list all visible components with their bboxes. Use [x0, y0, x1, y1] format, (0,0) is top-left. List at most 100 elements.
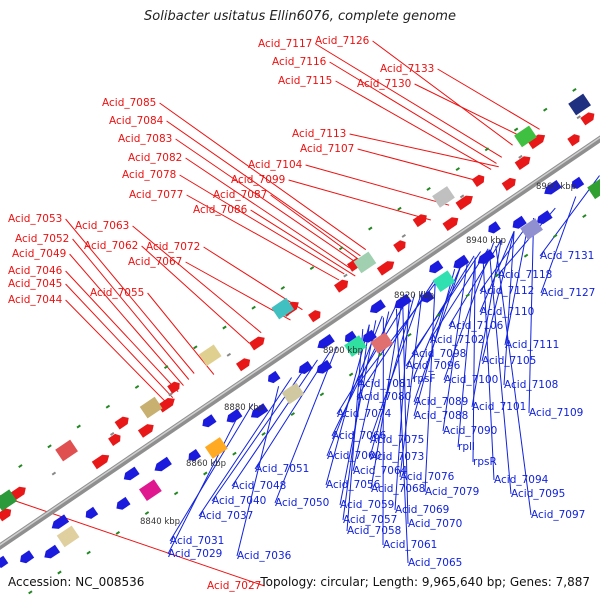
gene-label: Acid_7090	[443, 425, 497, 437]
track-tick	[309, 266, 315, 271]
track-tick	[368, 226, 373, 231]
label-connector	[457, 257, 476, 448]
gene-label: Acid_7085	[102, 97, 156, 109]
gene-label: Acid_7073	[370, 451, 424, 463]
gene-label: Acid_7057	[343, 514, 397, 526]
forward-gene-arrow	[137, 424, 154, 438]
label-connector	[488, 250, 512, 495]
feature-block	[353, 251, 377, 274]
label-connector	[503, 231, 515, 386]
reverse-gene-arrow	[298, 361, 313, 374]
track-tick	[28, 590, 33, 595]
gene-label: Acid_7062	[84, 240, 138, 252]
label-connector	[147, 292, 215, 375]
forward-gene-arrow	[501, 177, 516, 191]
gene-label: Acid_7058	[347, 525, 401, 537]
track-tick	[193, 345, 198, 350]
reverse-gene-arrow	[394, 293, 412, 309]
forward-gene-arrow	[412, 214, 427, 228]
forward-gene-arrow	[567, 134, 580, 147]
label-connector	[495, 245, 532, 516]
label-connector	[65, 218, 195, 374]
track-tick	[465, 293, 470, 298]
track-tick	[518, 154, 523, 159]
map-title: Solibacter usitatus Ellin6076, complete …	[144, 9, 456, 24]
label-connector	[179, 174, 345, 275]
gene-label: Acid_7060	[327, 450, 381, 462]
label-connector	[402, 304, 409, 525]
feature-block	[204, 437, 228, 459]
reverse-gene-arrow	[429, 260, 444, 274]
forward-gene-arrow	[471, 174, 485, 187]
forward-gene-arrow	[393, 240, 406, 253]
forward-gene-arrow	[0, 508, 12, 522]
gene-label: Acid_7127	[541, 287, 595, 299]
reverse-gene-arrow	[571, 176, 585, 189]
gene-label: Acid_7069	[395, 504, 449, 516]
feature-block	[432, 270, 456, 293]
reverse-gene-arrow	[316, 359, 333, 374]
track-tick	[261, 431, 266, 436]
forward-gene-arrow	[249, 336, 265, 351]
label-connector	[349, 133, 499, 168]
track-tick	[523, 253, 529, 258]
reverse-gene-arrow	[536, 210, 553, 224]
gene-label: Acid_7055	[90, 287, 144, 299]
label-connector	[369, 293, 416, 458]
reverse-gene-arrow	[116, 496, 131, 510]
track-tick	[397, 206, 402, 211]
gene-label: Acid_7115	[278, 75, 332, 87]
label-connector	[305, 164, 450, 206]
track-tick	[115, 530, 121, 535]
gene-label: Acid_7040	[212, 495, 266, 507]
gene-label: Acid_7050	[275, 497, 329, 509]
reverse-gene-arrow	[268, 370, 281, 384]
gene-label: Acid_7088	[414, 410, 468, 422]
label-connector	[274, 346, 338, 504]
gene-label: Acid_7056	[326, 479, 381, 491]
gene-label: Acid_7130	[357, 78, 411, 90]
label-connector	[325, 324, 370, 486]
gene-label: Acid_7065	[408, 557, 462, 569]
track-tick	[401, 234, 407, 238]
track-tick	[484, 147, 490, 152]
label-connector	[65, 283, 174, 399]
track-tick	[436, 313, 441, 318]
gene-label: Acid_7096	[406, 360, 461, 372]
reverse-gene-arrow	[453, 254, 470, 269]
label-connector	[342, 324, 370, 521]
label-connector	[370, 302, 403, 490]
forward-gene-arrow	[308, 310, 321, 323]
forward-gene-arrow	[442, 217, 459, 231]
gene-label: Acid_7077	[129, 189, 183, 201]
gene-label: Acid_7079	[425, 486, 479, 498]
reverse-gene-arrow	[51, 514, 70, 529]
scale-tick-label: 8840 kbp	[140, 517, 180, 527]
track-tick	[582, 214, 587, 219]
label-connector	[185, 261, 291, 321]
label-connector	[65, 270, 179, 392]
feature-block	[432, 186, 455, 208]
gene-label: rpsF	[413, 373, 436, 385]
track-tick	[552, 233, 558, 238]
label-connector	[372, 40, 513, 146]
gene-label: Acid_7076	[400, 471, 455, 483]
forward-gene-arrow	[236, 358, 251, 372]
gene-label: Acid_7108	[504, 379, 558, 391]
track-tick	[572, 87, 577, 92]
gene-label: Acid_7084	[109, 115, 164, 127]
label-connector	[0, 495, 265, 587]
forward-gene-arrow	[91, 454, 110, 470]
gene-label: Acid_7083	[118, 133, 172, 145]
feature-block	[55, 439, 78, 462]
gene-label: Acid_7037	[199, 510, 253, 522]
track-tick	[47, 444, 52, 449]
gene-label: Acid_7133	[380, 63, 434, 75]
reverse-gene-arrow	[544, 180, 562, 195]
gene-label: Acid_7081	[358, 378, 412, 390]
reverse-gene-arrow	[477, 249, 496, 264]
gene-label: Acid_7027	[207, 580, 261, 592]
track-tick	[543, 107, 548, 112]
track-tick	[378, 352, 383, 357]
